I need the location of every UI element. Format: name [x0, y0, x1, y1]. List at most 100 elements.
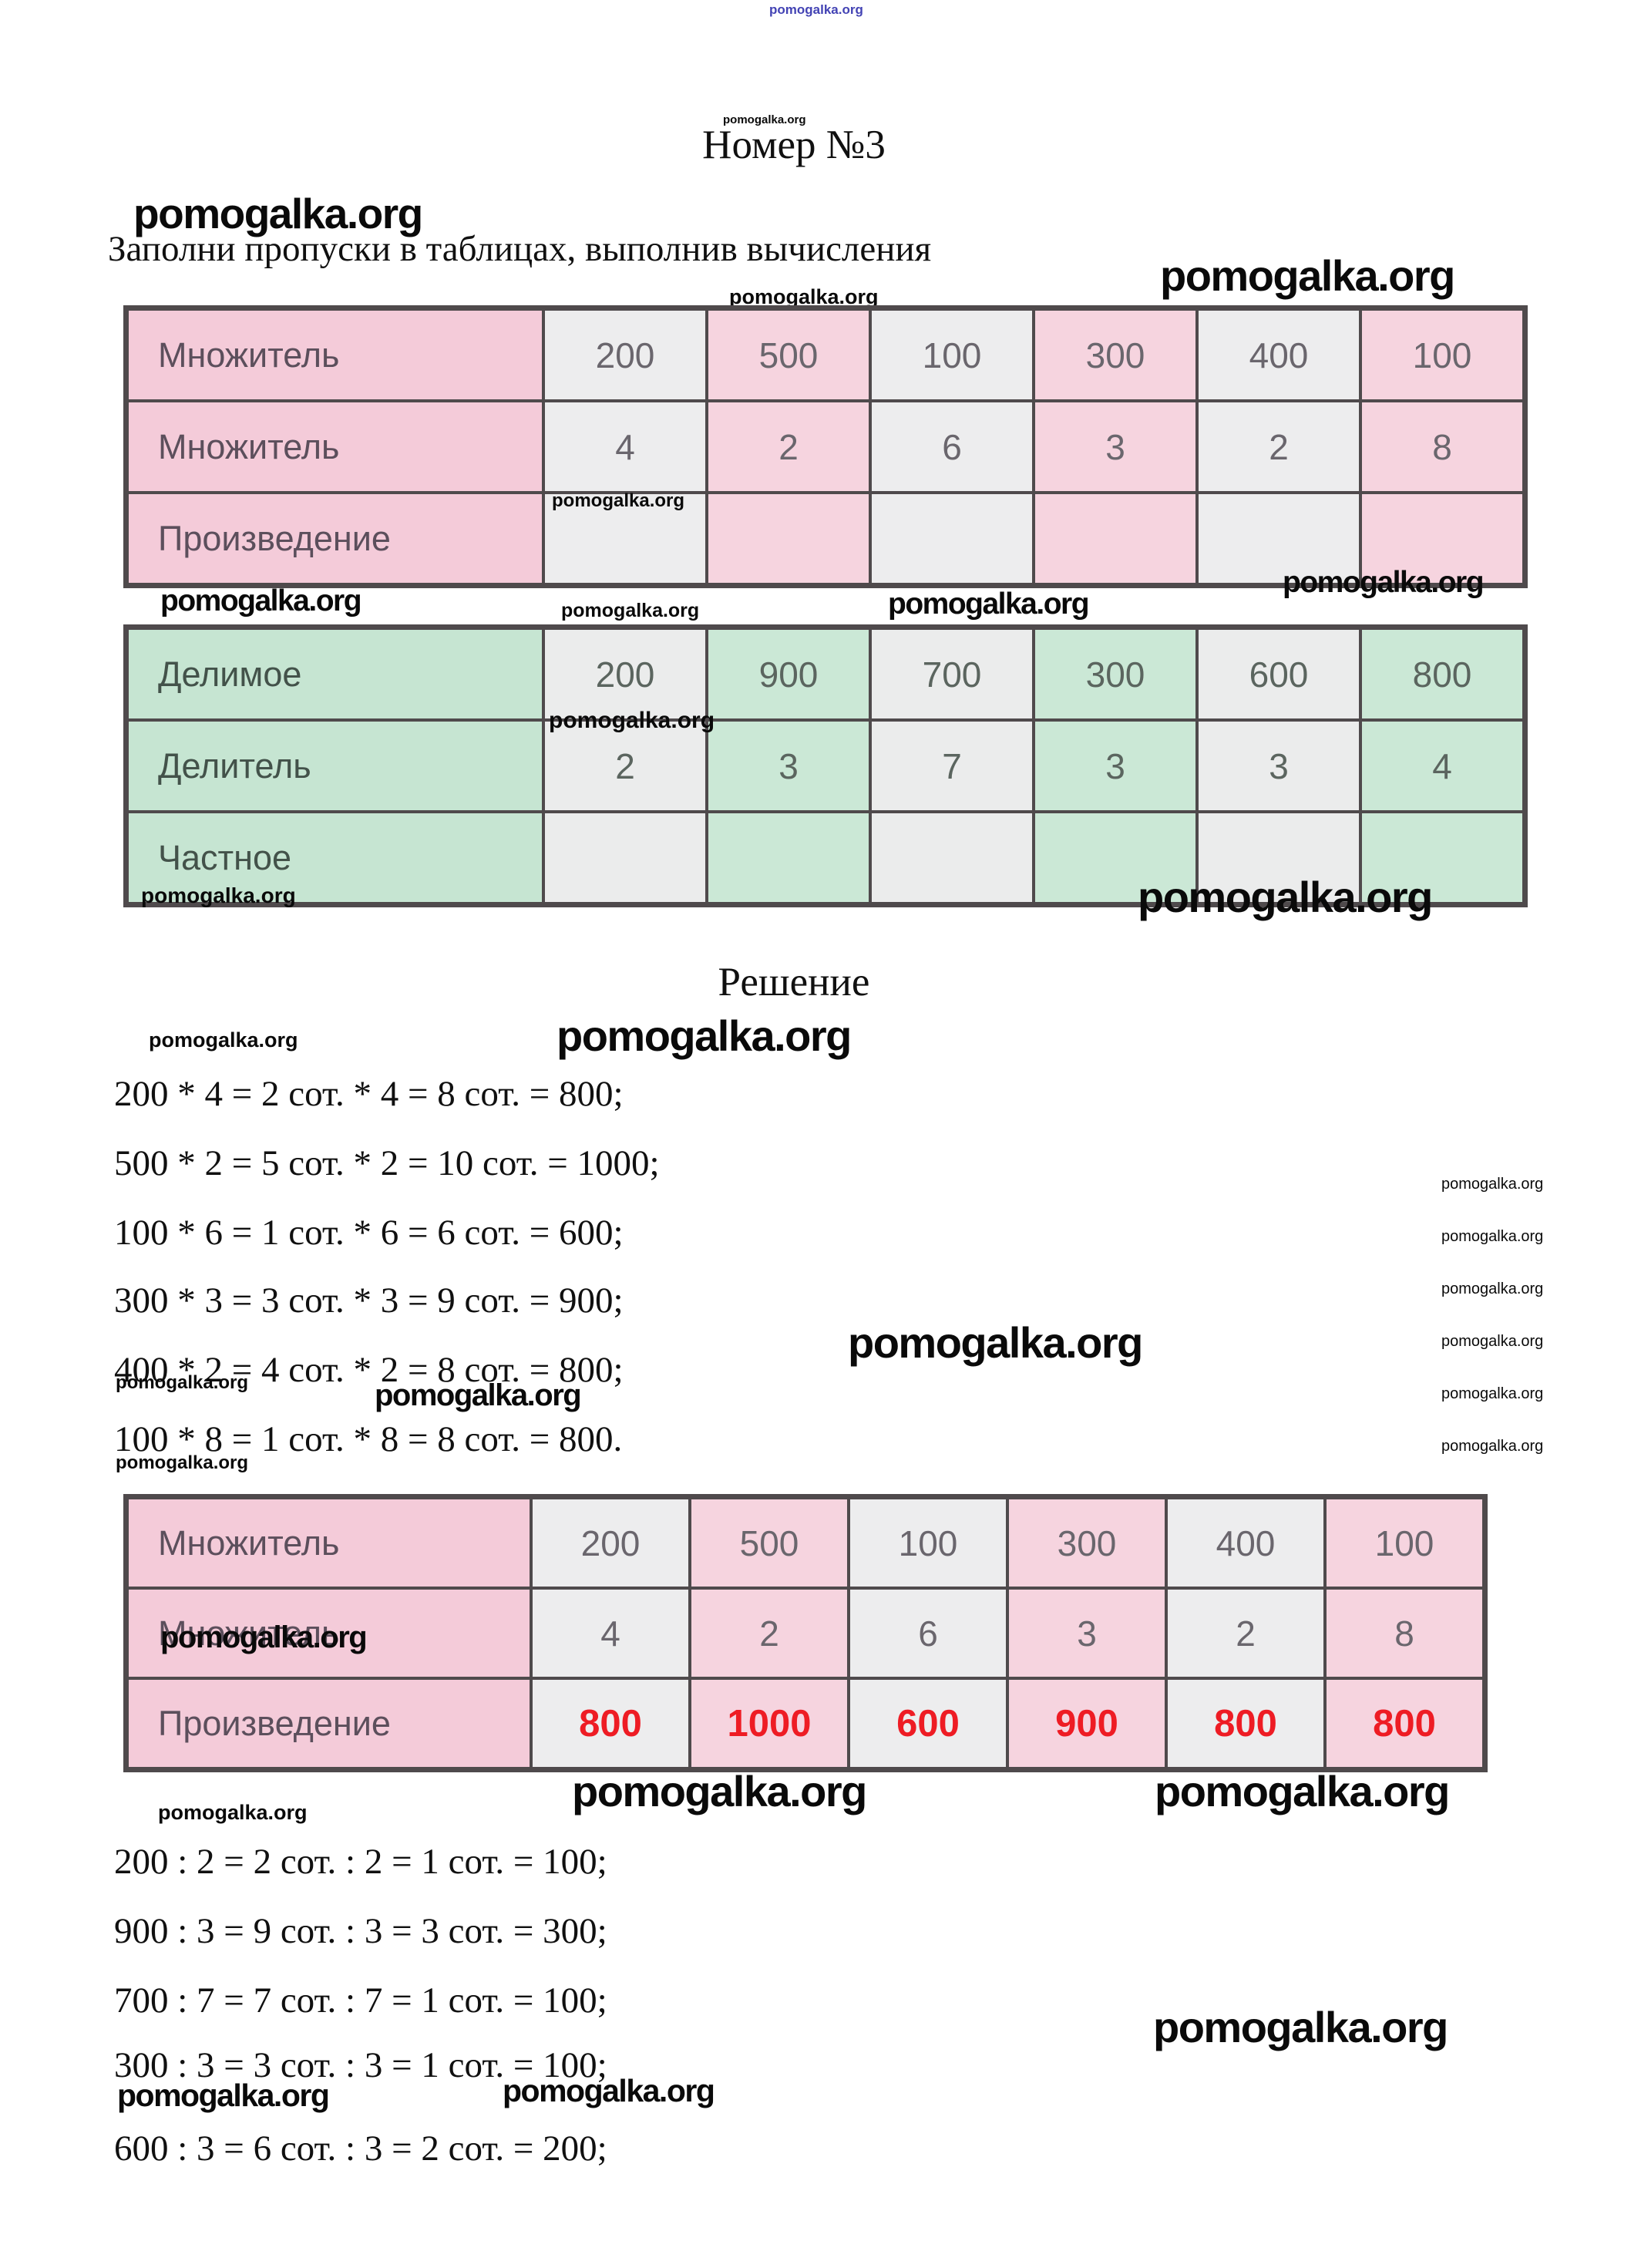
watermark: pomogalka.org: [557, 1011, 852, 1060]
solution-step: 200 : 2 = 2 сот. : 2 = 1 сот. = 100;: [114, 1842, 607, 1882]
table-cell: 3: [707, 720, 870, 812]
watermark: pomogalka.org: [848, 1318, 1143, 1367]
watermark: pomogalka.org: [375, 1378, 582, 1412]
watermark: pomogalka.org: [572, 1767, 867, 1815]
table-cell: 2: [1197, 401, 1360, 493]
watermark: pomogalka.org: [552, 490, 685, 511]
table-cell: 800: [1360, 628, 1524, 720]
table-cell: [707, 812, 870, 903]
row-label: Произведение: [127, 493, 543, 584]
table-cell: 3: [1007, 1588, 1166, 1678]
table-cell: [870, 812, 1034, 903]
table-cell: 300: [1007, 1498, 1166, 1588]
row-label: Частное: [127, 812, 543, 903]
watermark: pomogalka.org: [1441, 1333, 1544, 1350]
answer-cell: 800: [531, 1678, 690, 1768]
solution-step: 900 : 3 = 9 сот. : 3 = 3 сот. = 300;: [114, 1911, 607, 1951]
table-row: Множитель 4 2 6 3 2 8: [127, 1588, 1484, 1678]
table-cell: 8: [1325, 1588, 1484, 1678]
table-cell: 600: [1197, 628, 1360, 720]
row-label: Множитель: [127, 401, 543, 493]
watermark: pomogalka.org: [141, 883, 296, 907]
table-cell: 2: [707, 401, 870, 493]
table-cell: 100: [870, 309, 1034, 401]
table-cell: 2: [1166, 1588, 1325, 1678]
solution-step: 600 : 3 = 6 сот. : 3 = 2 сот. = 200;: [114, 2128, 607, 2169]
table-cell: 400: [1197, 309, 1360, 401]
table-cell: 8: [1360, 401, 1524, 493]
table-row: Частное: [127, 812, 1524, 903]
multiplication-table: Множитель 200 500 100 300 400 100 Множит…: [123, 305, 1528, 588]
table-cell: 2: [690, 1588, 849, 1678]
table-cell: 3: [1034, 401, 1197, 493]
solution-step: 500 * 2 = 5 сот. * 2 = 10 сот. = 1000;: [114, 1143, 660, 1183]
table-cell: 4: [1360, 720, 1524, 812]
page-title: Номер №3: [702, 123, 886, 167]
table-cell: [870, 493, 1034, 584]
watermark: pomogalka.org: [503, 2073, 715, 2108]
table-row: Делитель 2 3 7 3 3 4: [127, 720, 1524, 812]
table-cell: [543, 493, 707, 584]
instruction-text: Заполни пропуски в таблицах, выполнив вы…: [108, 229, 932, 269]
watermark: pomogalka.org: [1138, 873, 1433, 921]
solution-step: 300 * 3 = 3 сот. * 3 = 9 сот. = 900;: [114, 1280, 624, 1321]
watermark: pomogalka.org: [1160, 251, 1455, 300]
watermark: pomogalka.org: [549, 708, 715, 733]
table-cell: 2: [543, 720, 707, 812]
table-cell: 400: [1166, 1498, 1325, 1588]
table-cell: [1360, 812, 1524, 903]
watermark: pomogalka.org: [117, 2078, 330, 2113]
answer-cell: 1000: [690, 1678, 849, 1768]
watermark: pomogalka.org: [1441, 1385, 1544, 1402]
watermark: pomogalka.org: [1441, 1280, 1544, 1297]
watermark: pomogalka.org: [729, 285, 879, 308]
table-cell: 300: [1034, 309, 1197, 401]
watermark: pomogalka.org: [160, 1620, 368, 1654]
table-row: Произведение 800 1000 600 900 800 800: [127, 1678, 1484, 1768]
table-cell: [1034, 493, 1197, 584]
watermark: pomogalka.org: [116, 1372, 249, 1393]
table-row: Множитель 4 2 6 3 2 8: [127, 401, 1524, 493]
table-row: Произведение: [127, 493, 1524, 584]
table-cell: 300: [1034, 628, 1197, 720]
answer-cell: 800: [1166, 1678, 1325, 1768]
table-cell: 200: [531, 1498, 690, 1588]
table-cell: 7: [870, 720, 1034, 812]
division-table: Делимое 200 900 700 300 600 800 Делитель…: [123, 624, 1528, 907]
table-cell: 500: [690, 1498, 849, 1588]
table-cell: 100: [849, 1498, 1007, 1588]
table-cell: 500: [707, 309, 870, 401]
table-cell: 6: [849, 1588, 1007, 1678]
solution-step: 100 * 8 = 1 сот. * 8 = 8 сот. = 800.: [114, 1419, 623, 1459]
row-label: Делимое: [127, 628, 543, 720]
table-row: Множитель 200 500 100 300 400 100: [127, 1498, 1484, 1588]
table-cell: 4: [531, 1588, 690, 1678]
solution-step: 100 * 6 = 1 сот. * 6 = 6 сот. = 600;: [114, 1213, 624, 1253]
table-cell: 100: [1360, 309, 1524, 401]
table-cell: 200: [543, 309, 707, 401]
table-cell: 6: [870, 401, 1034, 493]
watermark: pomogalka.org: [149, 1028, 298, 1052]
table-cell: [707, 493, 870, 584]
watermark: pomogalka.org: [1153, 2003, 1448, 2051]
watermark: pomogalka.org: [133, 190, 423, 237]
table-cell: 4: [543, 401, 707, 493]
table-cell: [543, 812, 707, 903]
table-cell: 700: [870, 628, 1034, 720]
table-cell: 3: [1034, 720, 1197, 812]
solution-step: 400 * 2 = 4 сот. * 2 = 8 сот. = 800;: [114, 1350, 624, 1390]
table-row: Множитель 200 500 100 300 400 100: [127, 309, 1524, 401]
watermark: pomogalka.org: [1155, 1767, 1450, 1815]
row-label: Произведение: [127, 1678, 531, 1768]
table-cell: 900: [707, 628, 870, 720]
row-label: Множитель: [127, 1588, 531, 1678]
solution-step: 700 : 7 = 7 сот. : 7 = 1 сот. = 100;: [114, 1980, 607, 2021]
table-cell: 100: [1325, 1498, 1484, 1588]
watermark: pomogalka.org: [116, 1452, 249, 1473]
answer-cell: 600: [849, 1678, 1007, 1768]
watermark: pomogalka.org: [561, 600, 700, 621]
watermark: pomogalka.org: [888, 587, 1090, 621]
table-cell: [1197, 493, 1360, 584]
table-cell: [1197, 812, 1360, 903]
